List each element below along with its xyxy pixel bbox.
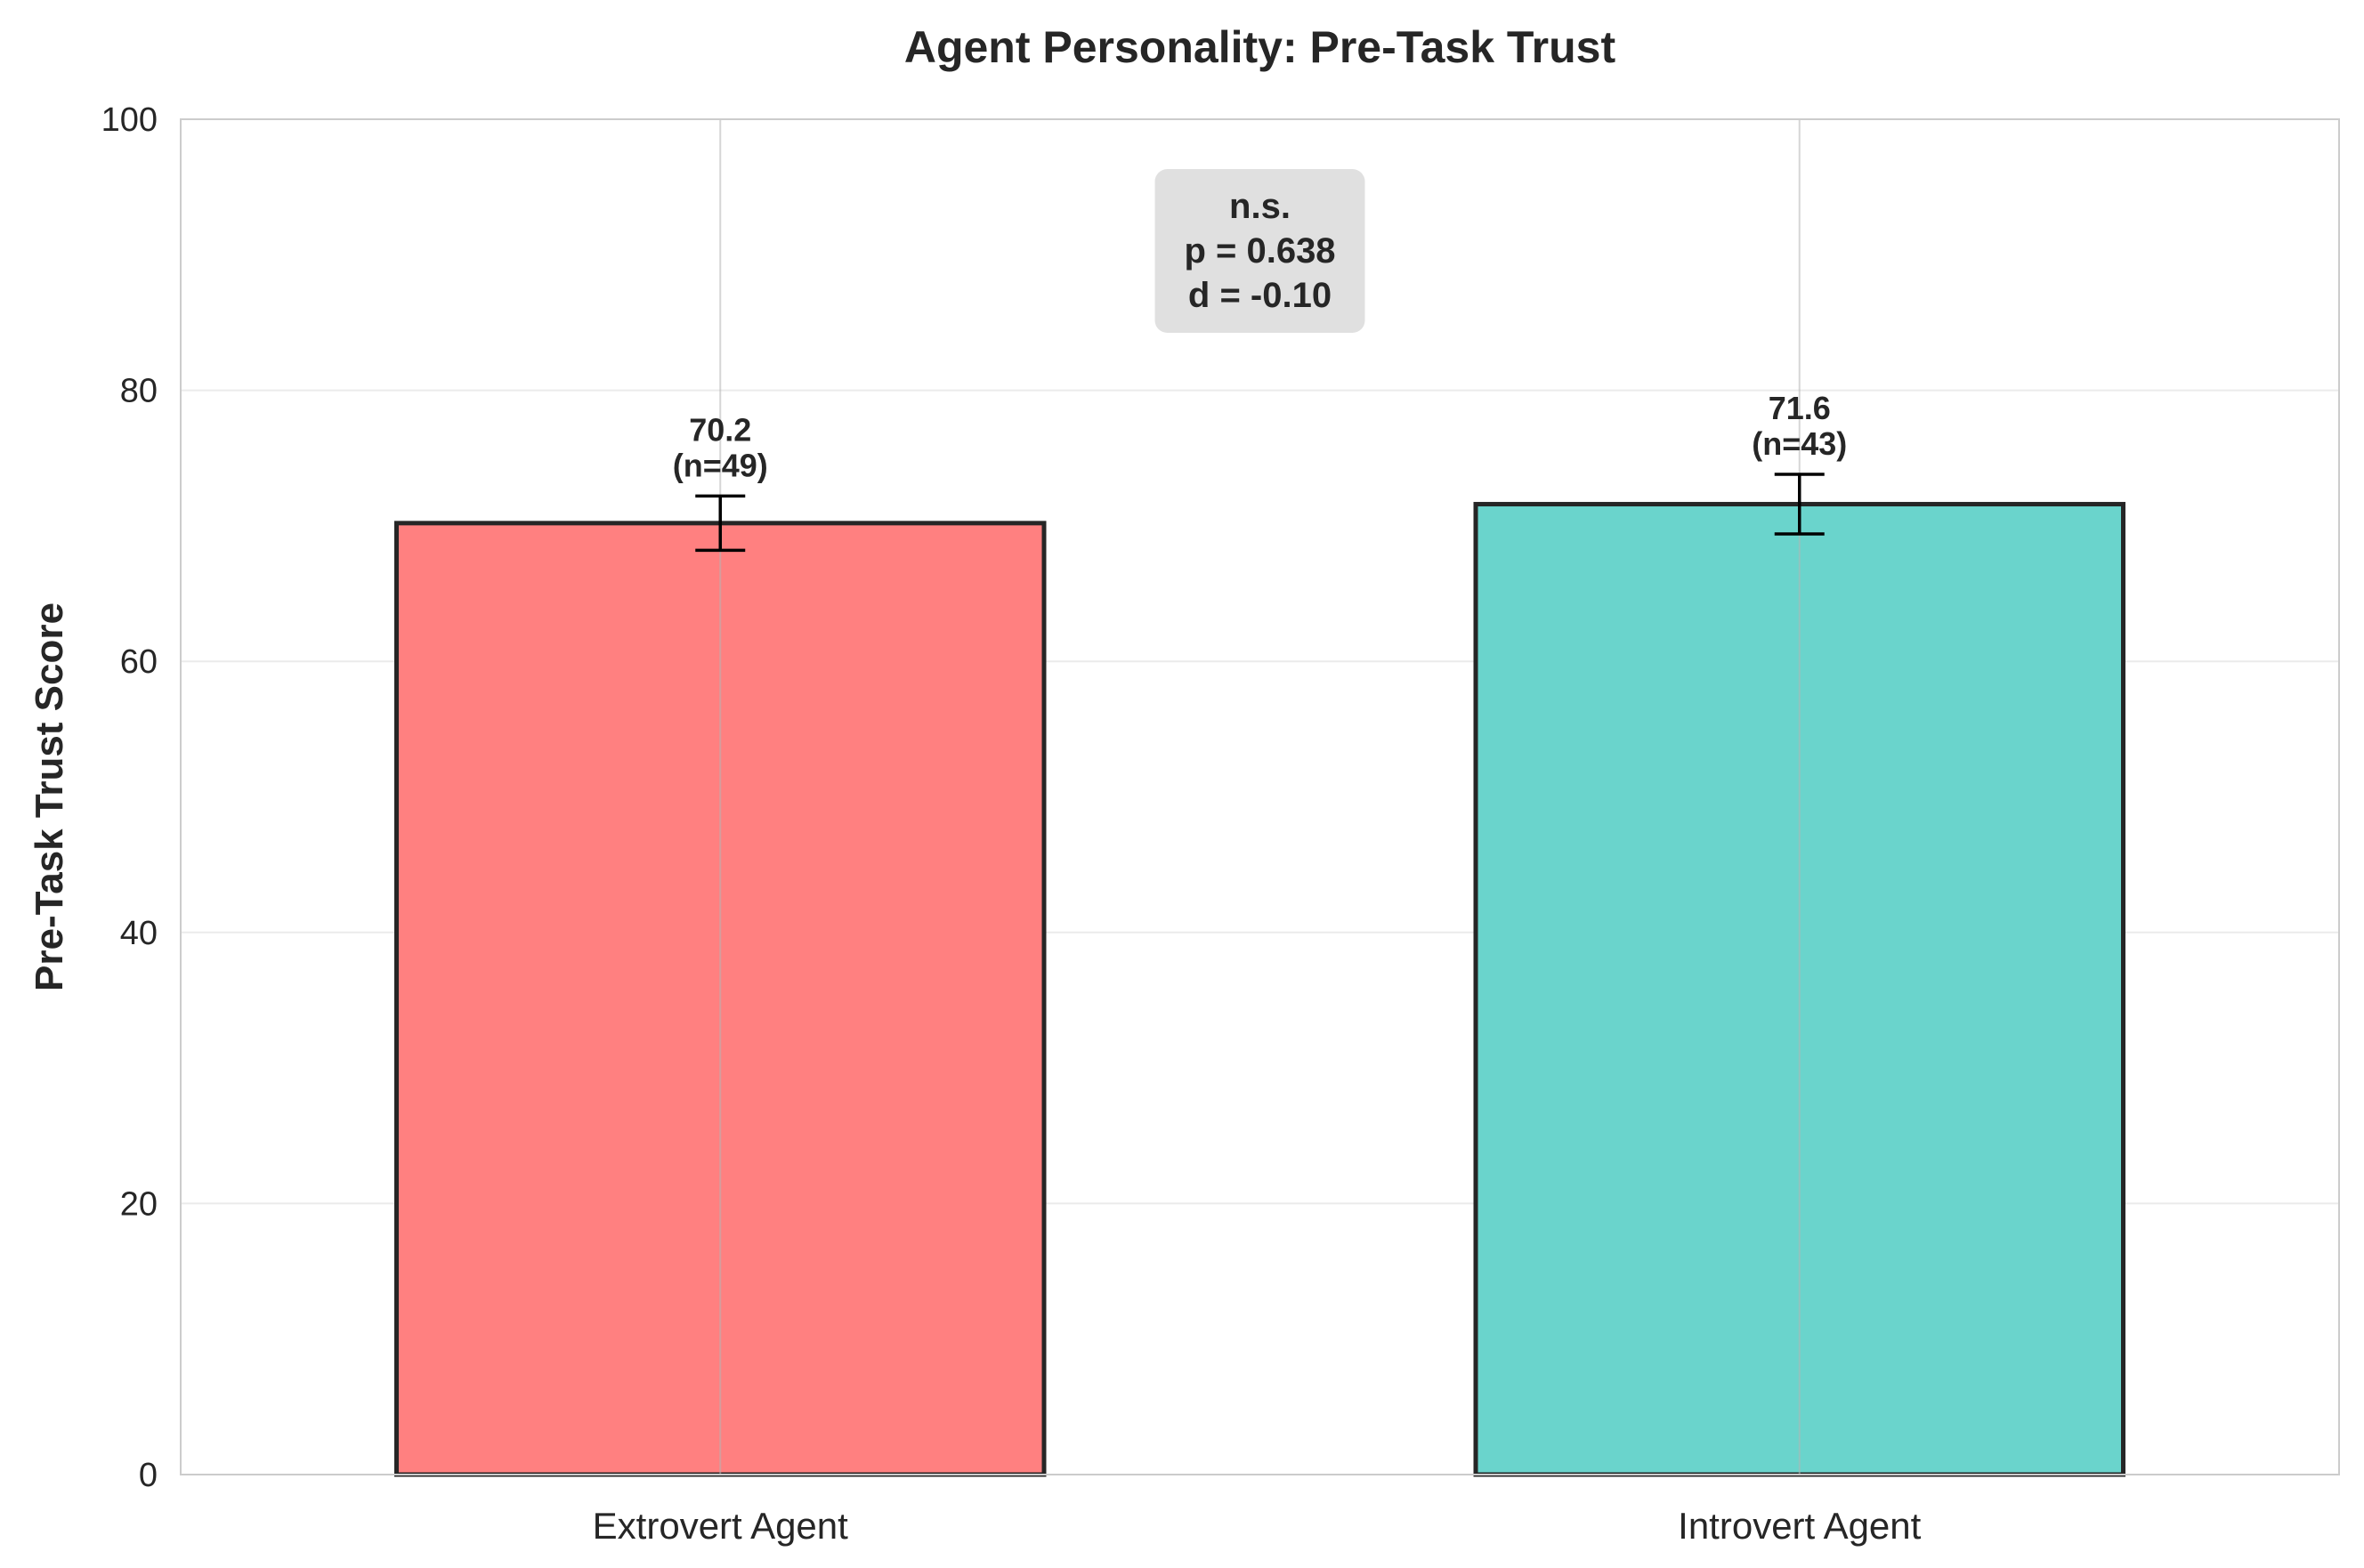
bars <box>394 502 2125 1477</box>
y-axis-ticks: 0 20 40 60 80 100 <box>101 101 158 1494</box>
annotation-significance: n.s. <box>1229 187 1291 226</box>
y-tick-label: 0 <box>139 1457 158 1494</box>
y-tick-label: 80 <box>120 373 158 410</box>
x-tick-label: Introvert Agent <box>1678 1505 1921 1547</box>
x-tick-label: Extrovert Agent <box>593 1505 848 1547</box>
chart-title: Agent Personality: Pre-Task Trust <box>904 22 1616 72</box>
error-bars <box>695 473 1825 553</box>
y-tick-label: 100 <box>101 101 158 139</box>
annotation-box <box>1154 169 1365 333</box>
y-axis-label: Pre-Task Trust Score <box>28 602 71 991</box>
n-label: (n=49) <box>673 447 768 483</box>
plot-frame <box>180 118 2340 1475</box>
y-tick-label: 60 <box>120 643 158 681</box>
stats-annotation: n.s. p = 0.638 d = -0.10 <box>1154 169 1365 333</box>
x-axis-ticks: Extrovert Agent Introvert Agent <box>593 1505 1922 1547</box>
annotation-p-value: p = 0.638 <box>1184 231 1335 271</box>
annotation-effect-size: d = -0.10 <box>1188 276 1332 315</box>
n-label: (n=43) <box>1752 425 1847 462</box>
value-label: 70.2 <box>689 411 751 448</box>
vertical-grid-lines <box>719 119 1801 1475</box>
y-tick-label: 20 <box>120 1185 158 1223</box>
value-labels: (n=49)70.2 (n=43)71.6 <box>673 390 1848 483</box>
y-tick-label: 40 <box>120 915 158 952</box>
value-label: 71.6 <box>1769 390 1831 426</box>
